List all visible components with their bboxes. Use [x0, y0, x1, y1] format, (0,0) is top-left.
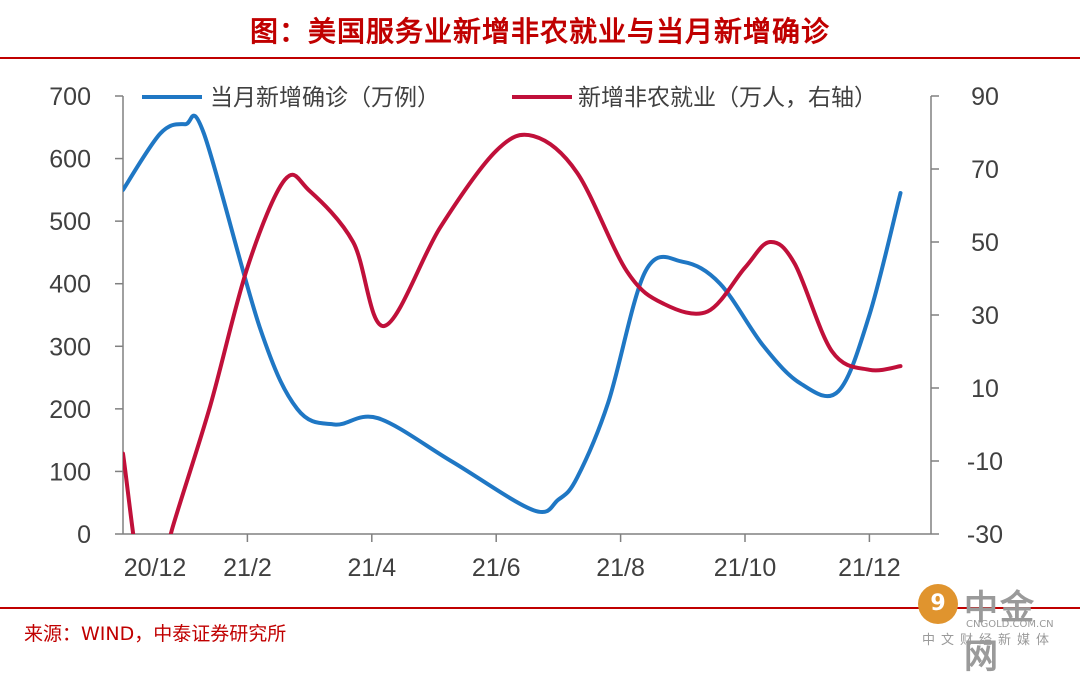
source-note: 来源：WIND，中泰证券研究所: [24, 623, 287, 645]
watermark-logo-icon: 9: [918, 584, 958, 624]
right-tick-label: -30: [967, 521, 1003, 549]
right-tick-label: 10: [971, 375, 999, 403]
left-tick-label: 0: [77, 521, 91, 549]
left-tick-label: 500: [49, 208, 91, 236]
x-tick-label: 21/2: [223, 554, 272, 582]
right-tick-label: 70: [971, 156, 999, 184]
right-tick-label: -10: [967, 448, 1003, 476]
watermark-tagline: 中文财经新媒体: [922, 633, 1056, 648]
title-bar: 图：美国服务业新增非农就业与当月新增确诊: [0, 0, 1080, 58]
watermark-url: CNGOLD.COM.CN: [966, 619, 1054, 630]
left-tick-label: 300: [49, 333, 91, 361]
legend-label: 新增非农就业（万人，右轴）: [578, 85, 877, 111]
left-tick-label: 700: [49, 83, 91, 111]
right-tick-label: 50: [971, 229, 999, 257]
right-axis-ticks: -30 -10 10 30 50 70 90: [931, 83, 1003, 549]
x-axis-ticks: 20/12 21/2 21/4 21/6 21/8 21/10 21/12: [124, 534, 901, 582]
x-tick-label: 20/12: [124, 554, 187, 582]
right-tick-label: 30: [971, 302, 999, 330]
footer-divider: [0, 607, 1080, 609]
series-line-nonfarm-payrolls: [123, 132, 903, 534]
x-tick-label: 21/4: [347, 554, 396, 582]
x-tick-label: 21/12: [838, 554, 901, 582]
page-title: 图：美国服务业新增非农就业与当月新增确诊: [249, 15, 830, 48]
watermark: 9 中金网 CNGOLD.COM.CN 中文财经新媒体: [918, 578, 1068, 677]
legend: 当月新增确诊（万例） 新增非农就业（万人，右轴）: [142, 85, 877, 111]
title-divider: [0, 57, 1080, 59]
x-tick-label: 21/8: [596, 554, 645, 582]
x-tick-label: 21/6: [472, 554, 521, 582]
axes: [122, 96, 932, 535]
right-tick-label: 90: [971, 83, 999, 111]
left-tick-label: 100: [49, 458, 91, 486]
series-lines: [123, 113, 903, 534]
legend-label: 当月新增确诊（万例）: [210, 85, 440, 111]
left-tick-label: 400: [49, 271, 91, 299]
left-tick-label: 600: [49, 146, 91, 174]
left-tick-label: 200: [49, 396, 91, 424]
x-tick-label: 21/10: [714, 554, 777, 582]
series-line-confirmed-cases: [123, 113, 903, 514]
left-axis-ticks: 0 100 200 300 400 500 600 700: [49, 83, 123, 549]
